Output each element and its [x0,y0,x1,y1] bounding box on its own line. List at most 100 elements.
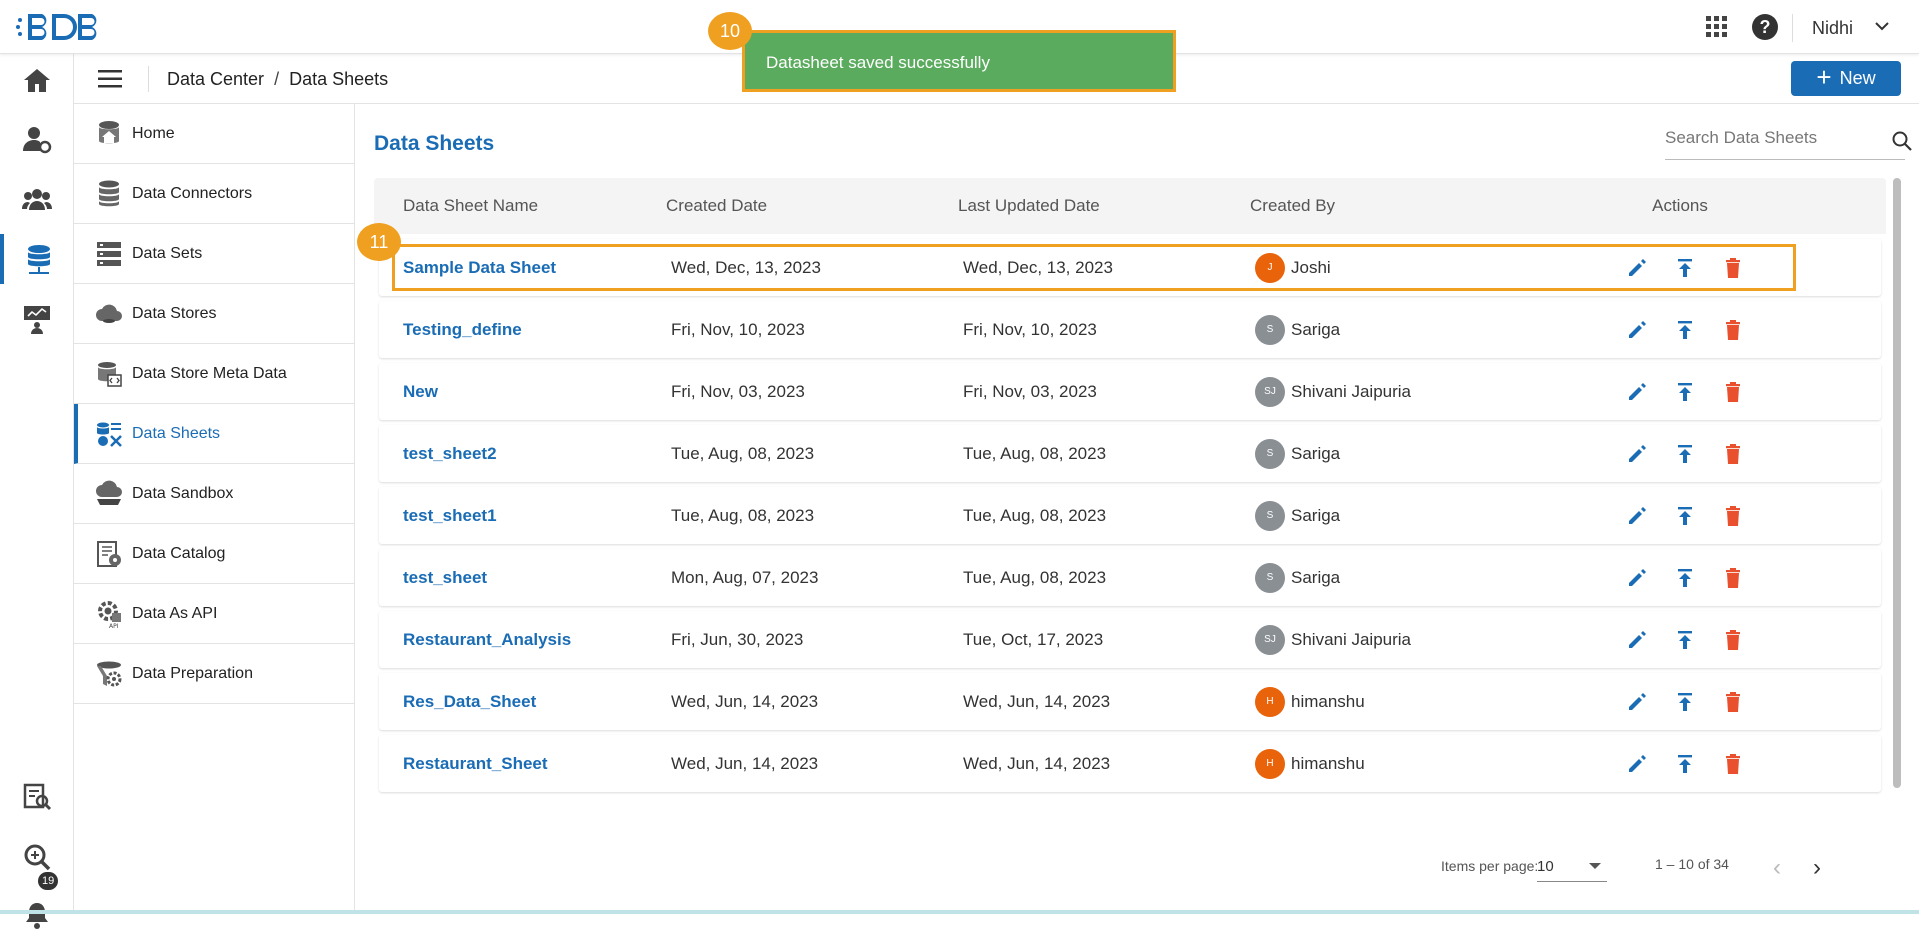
table-row[interactable]: Restaurant_Sheet Wed, Jun, 14, 2023 Wed, J… [379,735,1881,792]
publish-icon[interactable] [1672,565,1698,591]
row-actions [1585,503,1785,529]
created-by: SJ Shivani Jaipuria [1255,376,1585,407]
rail-notifications[interactable] [0,890,74,940]
column-header-created[interactable]: Created Date [666,196,768,215]
delete-icon[interactable] [1720,317,1746,343]
row-actions [1585,689,1785,715]
publish-icon[interactable] [1672,689,1698,715]
sheet-name-link[interactable]: Testing_define [403,319,522,339]
sheet-name-link[interactable]: test_sheet [403,567,488,587]
column-header-created-by[interactable]: Created By [1250,196,1336,215]
created-date: Fri, Nov, 10, 2023 [671,319,805,339]
avatar: J [1255,252,1285,283]
sheet-name-link[interactable]: test_sheet2 [403,443,497,463]
edit-icon[interactable] [1624,627,1650,653]
delete-icon[interactable] [1720,255,1746,281]
rail-user-settings[interactable] [0,114,74,164]
sheet-name-link[interactable]: Res_Data_Sheet [403,691,537,711]
edit-icon[interactable] [1624,441,1650,467]
data-sheets-icon [97,422,122,447]
sidemenu-item-data-catalog[interactable]: Data Catalog [74,524,354,584]
publish-icon[interactable] [1672,503,1698,529]
edit-icon[interactable] [1624,751,1650,777]
new-button[interactable]: + New [1791,61,1901,96]
table-scrollbar[interactable] [1893,178,1901,788]
publish-icon[interactable] [1672,255,1698,281]
rail-report-search[interactable] [0,772,74,822]
creator-name: Shivani Jaipuria [1291,381,1412,401]
edit-icon[interactable] [1624,255,1650,281]
sheet-name-link[interactable]: Restaurant_Sheet [403,753,548,773]
updated-date: Wed, Dec, 13, 2023 [963,257,1113,277]
delete-icon[interactable] [1720,565,1746,591]
sidemenu-item-data-as-api[interactable]: API Data As API [74,584,354,644]
chevron-down-icon[interactable] [1874,20,1890,32]
sidemenu-item-data-sets[interactable]: Data Sets [74,224,354,284]
sidemenu-item-data-connectors[interactable]: Data Connectors [74,164,354,224]
sheet-name-link[interactable]: Restaurant_Analysis [403,629,572,649]
sheet-name-link[interactable]: test_sheet1 [403,505,497,525]
api-gear-icon: API [98,600,121,629]
rail-groups[interactable] [0,174,74,224]
creator-name: Shivani Jaipuria [1291,629,1412,649]
rail-data-center[interactable] [0,234,74,284]
rail-search[interactable] [0,832,74,882]
sidemenu-item-label: Data Connectors [132,184,253,202]
column-header-updated[interactable]: Last Updated Date [958,196,1100,215]
sidemenu-item-home[interactable]: Home [74,104,354,164]
sidemenu-item-data-sandbox[interactable]: Data Sandbox [74,464,354,524]
delete-icon[interactable] [1720,689,1746,715]
publish-icon[interactable] [1672,379,1698,405]
table-row[interactable]: Sample Data Sheet Wed, Dec, 13, 2023 Wed, … [379,239,1881,296]
bdb-logo[interactable] [16,10,100,44]
apps-grid-icon[interactable] [1706,16,1728,38]
hamburger-menu-icon[interactable] [98,70,122,88]
created-by: S Sariga [1255,314,1585,345]
chevron-right-icon[interactable]: › [1813,854,1821,881]
user-settings-icon [23,127,52,154]
column-header-name[interactable]: Data Sheet Name [403,196,539,215]
meta-data-icon [98,361,122,387]
table-row[interactable]: Restaurant_Analysis Fri, Jun, 30, 2023 Tue… [379,611,1881,668]
updated-date: Fri, Nov, 10, 2023 [963,319,1097,339]
edit-icon[interactable] [1624,565,1650,591]
edit-icon[interactable] [1624,503,1650,529]
chevron-left-icon[interactable]: ‹ [1773,854,1781,881]
sidemenu-item-data-stores[interactable]: Data Stores [74,284,354,344]
table-row[interactable]: New Fri, Nov, 03, 2023 Fri, Nov, 03, 2023 S… [379,363,1881,420]
sheet-name-link[interactable]: New [403,381,438,401]
publish-icon[interactable] [1672,441,1698,467]
table-row[interactable]: Testing_define Fri, Nov, 10, 2023 Fri, Nov… [379,301,1881,358]
delete-icon[interactable] [1720,751,1746,777]
delete-icon[interactable] [1720,441,1746,467]
created-by: S Sariga [1255,500,1585,531]
created-date: Fri, Nov, 03, 2023 [671,381,805,401]
delete-icon[interactable] [1720,503,1746,529]
edit-icon[interactable] [1624,689,1650,715]
delete-icon[interactable] [1720,627,1746,653]
items-per-page-select[interactable]: 10 [1537,850,1607,882]
sheet-name-link[interactable]: Sample Data Sheet [403,257,557,277]
avatar: H [1255,748,1285,779]
table-row[interactable]: test_sheet Mon, Aug, 07, 2023 Tue, Aug, 08… [379,549,1881,606]
help-icon[interactable]: ? [1752,14,1778,40]
rail-dashboard-user[interactable] [0,294,74,344]
sidemenu-item-data-sheets[interactable]: Data Sheets [74,404,354,464]
created-by: J Joshi [1255,252,1585,283]
table-row[interactable]: test_sheet1 Tue, Aug, 08, 2023 Tue, Aug, 0… [379,487,1881,544]
delete-icon[interactable] [1720,379,1746,405]
publish-icon[interactable] [1672,627,1698,653]
publish-icon[interactable] [1672,317,1698,343]
table-row[interactable]: test_sheet2 Tue, Aug, 08, 2023 Tue, Aug, 0… [379,425,1881,482]
sidemenu-item-data-preparation[interactable]: Data Preparation [74,644,354,704]
rail-home[interactable] [0,56,74,106]
edit-icon[interactable] [1624,379,1650,405]
breadcrumb-parent[interactable]: Data Center [167,69,265,89]
search-icon[interactable] [1891,130,1913,152]
edit-icon[interactable] [1624,317,1650,343]
search-input[interactable] [1665,120,1865,156]
publish-icon[interactable] [1672,751,1698,777]
sidemenu-item-data-store-meta-data[interactable]: Data Store Meta Data [74,344,354,404]
user-name[interactable]: Nidhi [1812,18,1854,38]
table-row[interactable]: Res_Data_Sheet Wed, Jun, 14, 2023 Wed, Jun… [379,673,1881,730]
